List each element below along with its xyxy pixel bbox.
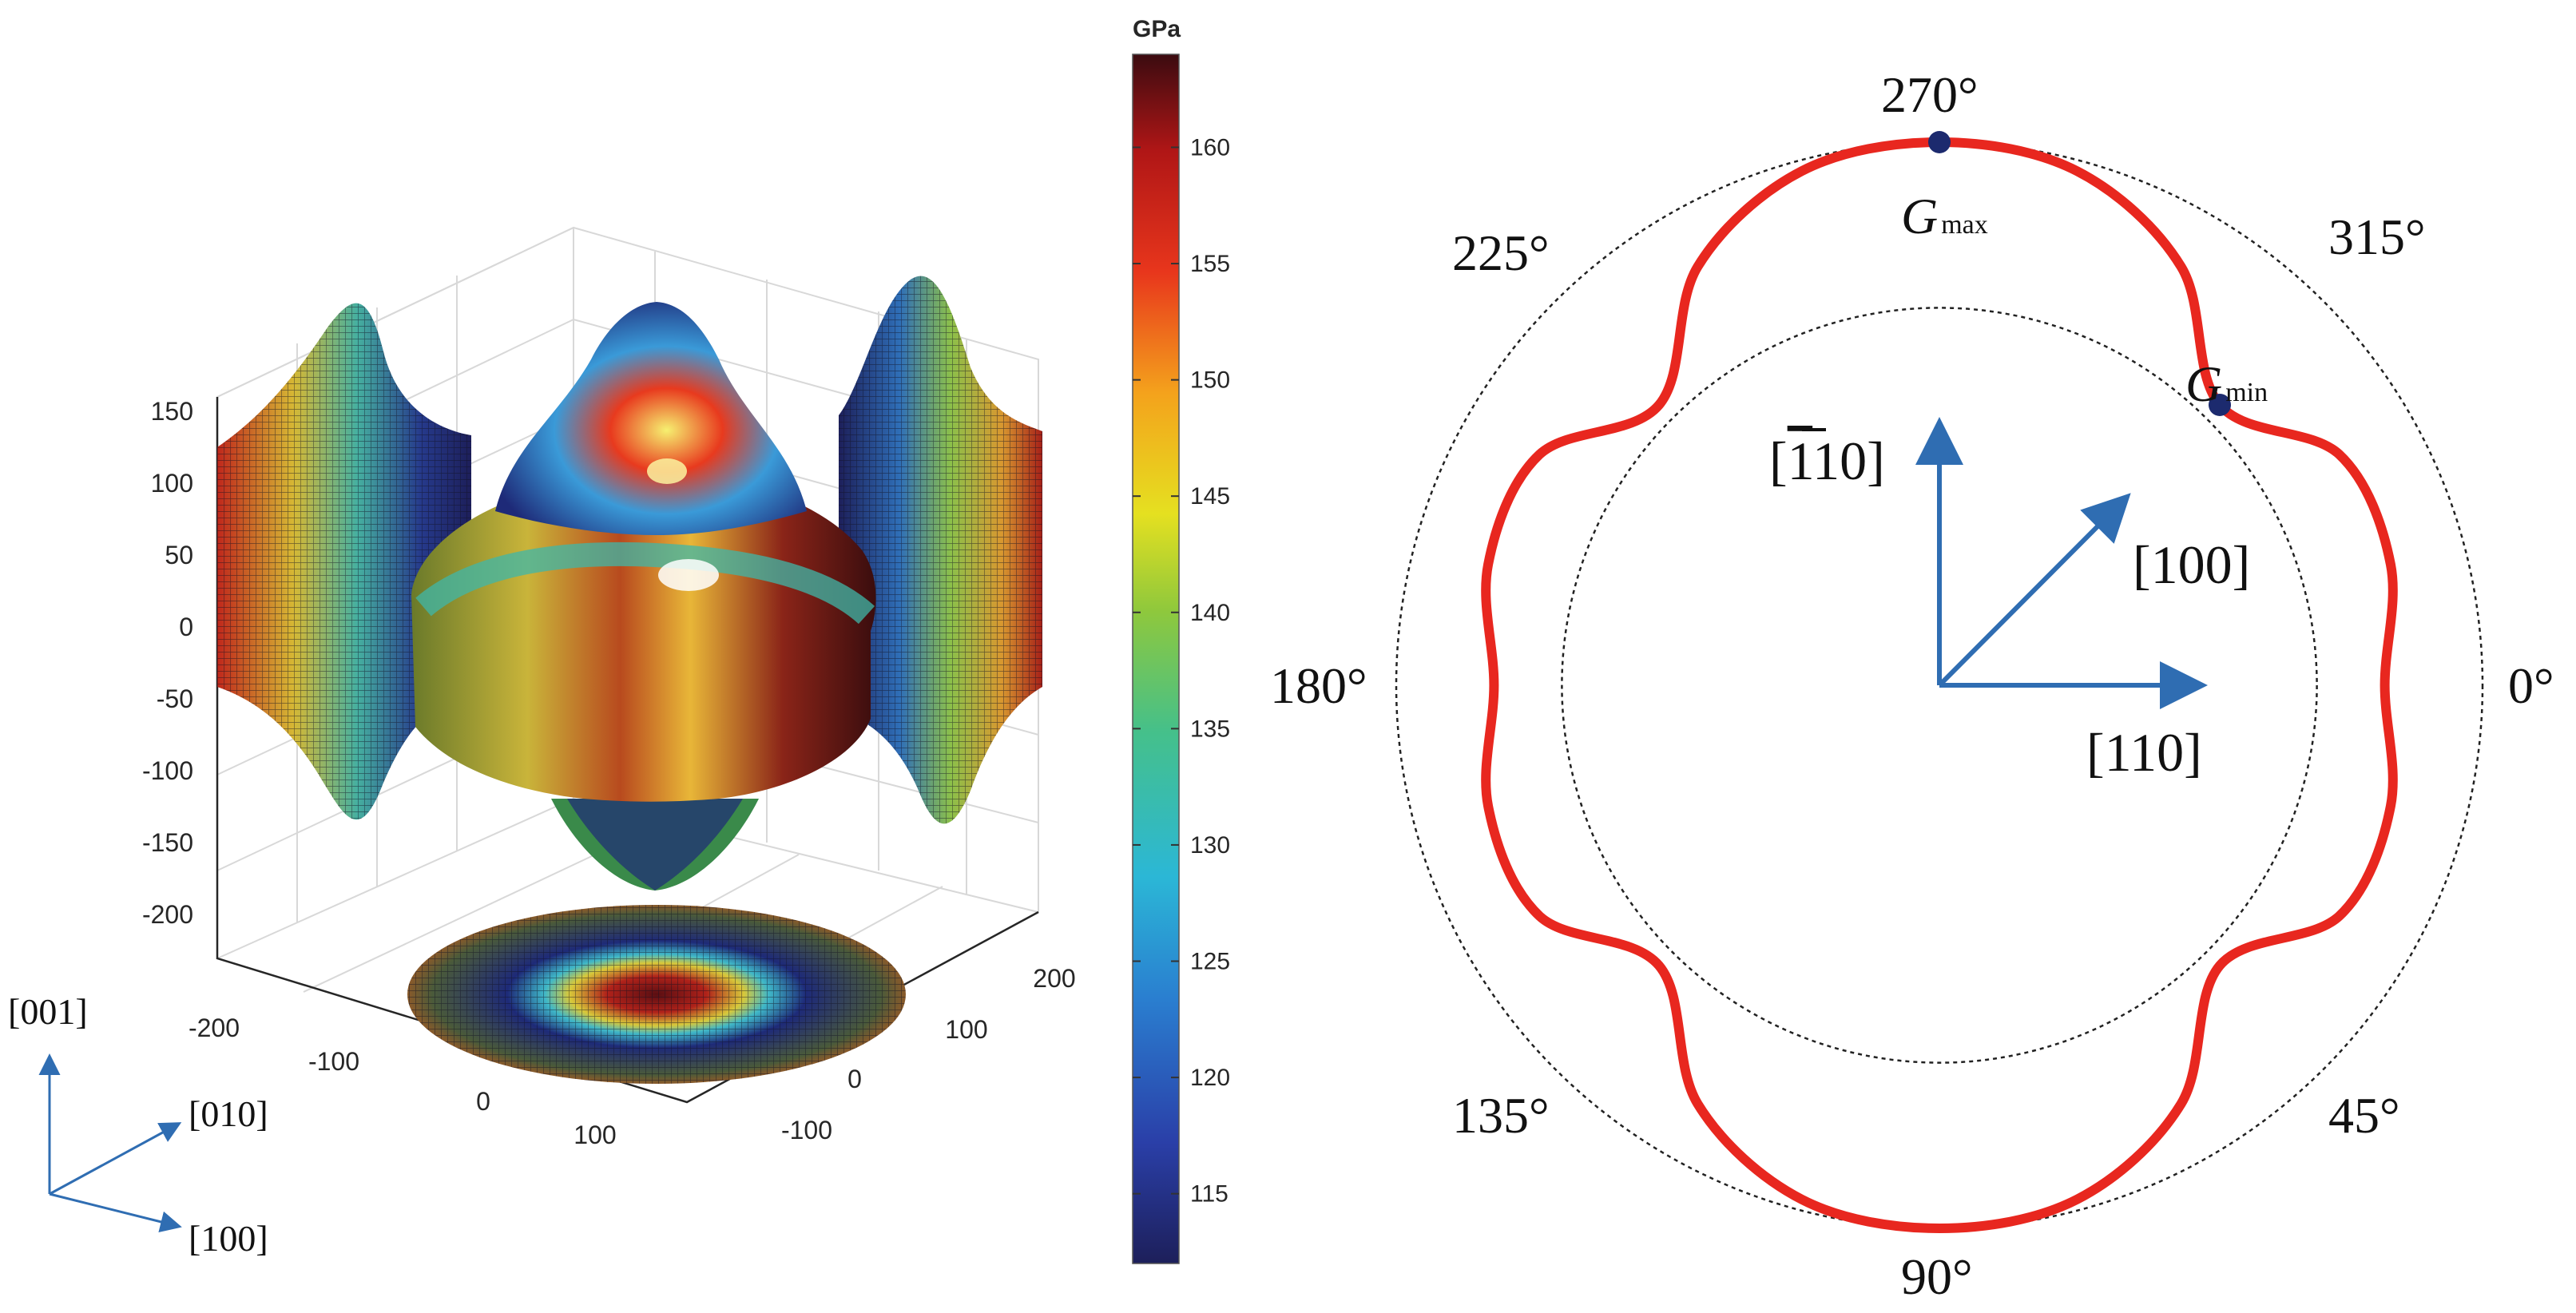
colorbar-tick-label: 120 [1190,1065,1230,1091]
inner-reference-circle [1561,307,2318,1064]
colorbar-ticks: 115 120 125 130 135 140 145 150 155 160 [1133,134,1230,1208]
colorbar-tick-label: 125 [1190,949,1230,975]
z-tick-label: -200 [142,900,193,929]
direction-triad: [001] [010] [100] [8,991,268,1259]
direction-label-110: [110] [2086,722,2202,783]
colorbar-tick-label: 115 [1190,1181,1228,1208]
angle-label-315: 315° [2328,208,2426,265]
direction-label-100: [100] [2133,534,2250,595]
x-tick-label: 0 [476,1087,490,1116]
y-tick-label: 200 [1033,964,1075,993]
angle-label-270: 270° [1881,66,1979,123]
angle-label-225: 225° [1452,224,1550,281]
polar-markers [1928,131,2232,416]
colorbar-tick-label: 130 [1190,832,1230,859]
y-tick-label: 100 [945,1015,987,1044]
colorbar-tick-label: 155 [1190,251,1230,277]
z-tick-label: 150 [151,397,193,426]
y-tick-label: 0 [847,1065,862,1093]
z-tick-label: -150 [142,828,193,857]
axis-label-001: [001] [8,991,88,1032]
angle-label-180: 180° [1270,657,1367,714]
direction-label-bar110: [110] [1769,430,1885,491]
surface-panel: 150 100 50 0 -50 -100 -150 -200 -200 -10… [8,16,1230,1264]
x-tick-label: -100 [308,1047,359,1076]
z-tick-label: 50 [165,541,193,569]
angle-label-135: 135° [1452,1087,1550,1144]
polar-direction-arrows [1915,417,2208,709]
shear-modulus-curve [1481,137,2398,1233]
y-tick-label: -100 [781,1116,832,1144]
z-tick-label: 100 [151,469,193,498]
z-tick-label: -50 [157,684,193,713]
angle-labels: 0° 45° 90° 135° 180° 225° 270° 315° [1270,66,2554,1305]
x-tick-label: 100 [574,1121,616,1149]
z-tick-label: -100 [142,756,193,785]
z-axis-ticks: 150 100 50 0 -50 -100 -150 -200 [142,397,193,929]
surface-body [411,302,876,891]
x-axis-ticks: -200 -100 0 100 [189,1014,617,1149]
angle-label-45: 45° [2328,1087,2400,1144]
x-tick-label: -200 [189,1014,240,1042]
extremum-marker [1928,131,1951,153]
angle-label-0: 0° [2508,657,2554,714]
z-tick-label: 0 [179,613,193,641]
colorbar-tick-label: 140 [1190,600,1230,626]
angle-label-90: 90° [1901,1248,1973,1305]
colorbar-tick-label: 145 [1190,483,1230,510]
y-axis-ticks: -100 0 100 200 [781,964,1076,1144]
colorbar-tick-label: 150 [1190,367,1230,394]
axis-label-100: [100] [189,1218,268,1259]
colorbar: GPa 115 120 125 130 135 140 145 150 155 160 [1132,16,1230,1264]
extremum-marker [2209,393,2232,416]
colorbar-tick-label: 160 [1190,134,1230,161]
colorbar-unit: GPa [1133,16,1181,42]
polar-panel: [110] [100] [110] 0° 45° 90° 135° 180° 2… [1270,66,2554,1305]
colorbar-tick-label: 135 [1190,716,1230,742]
axis-label-010: [010] [189,1093,268,1134]
